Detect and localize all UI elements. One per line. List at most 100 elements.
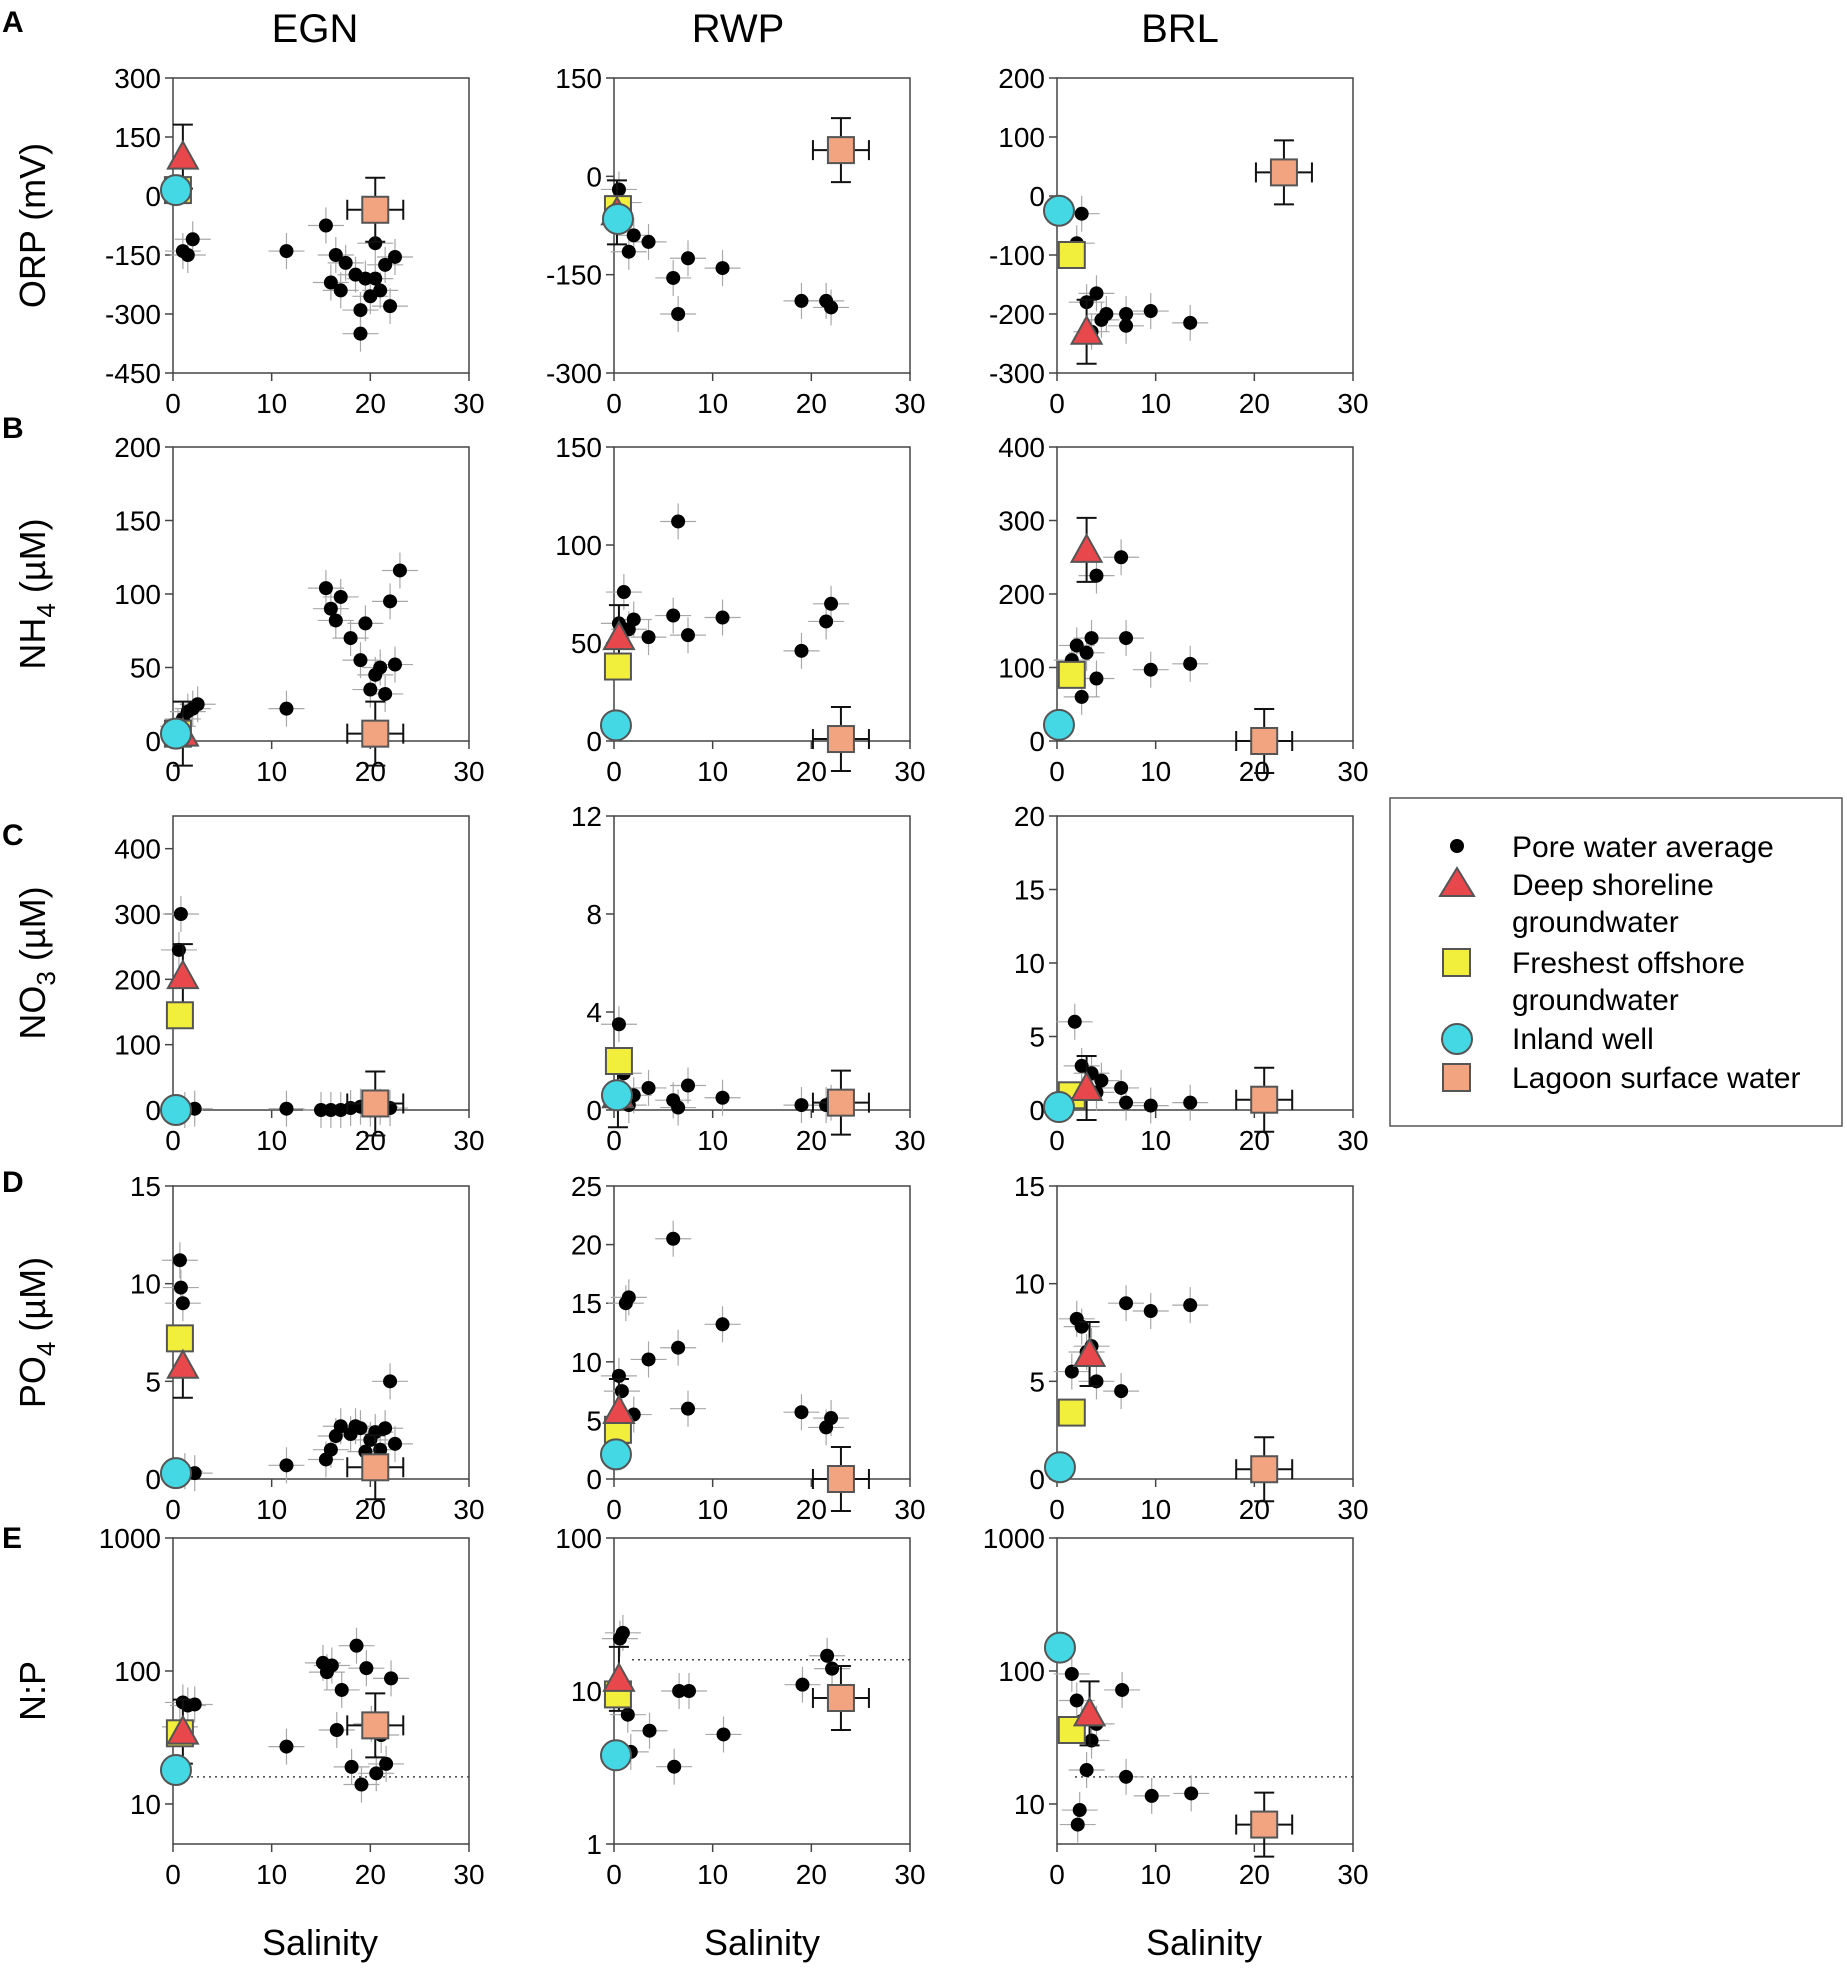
pore-water-point xyxy=(323,275,338,290)
column-title-rwp: RWP xyxy=(692,7,785,51)
y-tick-label: 12 xyxy=(571,801,602,832)
y-tick-label: 10 xyxy=(1014,1789,1045,1820)
y-tick-label: 8 xyxy=(586,899,602,930)
pore-water-point xyxy=(378,686,393,701)
lagoon-surface-marker xyxy=(1250,1455,1279,1484)
y-tick-label: 0 xyxy=(145,1464,161,1495)
x-tick-label: 20 xyxy=(796,756,827,787)
pore-water-point xyxy=(175,1296,190,1311)
plot-frame xyxy=(613,77,911,374)
lagoon-surface-marker xyxy=(1250,1085,1279,1114)
plot-frame xyxy=(1056,446,1354,742)
row-letter-b: B xyxy=(2,412,24,445)
x-tick-label: 30 xyxy=(1337,1125,1368,1156)
y-tick-label: 4 xyxy=(586,997,602,1028)
pore-water-point xyxy=(681,1078,695,1093)
plot-frame xyxy=(172,1185,470,1480)
pore-water-point xyxy=(819,614,834,629)
pore-water-point xyxy=(1119,631,1134,646)
deep-shoreline-marker xyxy=(1069,314,1104,345)
pore-water-point xyxy=(1074,689,1089,704)
row-letter-c: C xyxy=(2,819,24,852)
pore-water-point xyxy=(343,631,358,646)
y-tick-label: 0 xyxy=(145,1095,161,1126)
y-tick-label: 100 xyxy=(998,122,1045,153)
pore-water-point xyxy=(318,218,333,233)
y-tick-label: 400 xyxy=(998,432,1045,463)
plot-frame xyxy=(613,1537,911,1845)
legend-lagoon-marker xyxy=(1442,1063,1471,1092)
x-tick-label: 0 xyxy=(1049,1125,1065,1156)
pore-water-point xyxy=(358,271,373,286)
deep-shoreline-marker xyxy=(1069,532,1104,563)
pore-water-point xyxy=(621,1290,636,1305)
panel-e-rwp: 100 10 10 10 20 30 xyxy=(555,1523,925,1890)
x-tick-label: 10 xyxy=(697,1125,728,1156)
pore-water-point xyxy=(715,1090,730,1105)
x-tick-label: 20 xyxy=(1239,1494,1270,1525)
y-tick-label: 0 xyxy=(586,161,602,192)
panel-b-rwp: 150 100 50 00 10 20 30 xyxy=(555,432,925,787)
y-tick-label: 0 xyxy=(586,1464,602,1495)
pore-water-point xyxy=(666,270,681,285)
legend-pore-marker xyxy=(1450,839,1464,853)
y-tick-label: -100 xyxy=(989,240,1045,271)
pore-water-point xyxy=(1084,1733,1099,1748)
pore-water-point xyxy=(671,1100,686,1115)
pore-water-point xyxy=(794,1405,809,1420)
lagoon-surface-marker xyxy=(826,136,855,165)
pore-water-point xyxy=(1089,286,1104,301)
legend-deep-marker xyxy=(1438,866,1476,897)
y-tick-label: 10 xyxy=(130,1269,161,1300)
y-tick-label: 100 xyxy=(114,579,161,610)
pore-water-point xyxy=(681,251,695,266)
x-tick-label: 10 xyxy=(1140,388,1171,419)
y-tick-label: 1000 xyxy=(983,1523,1045,1554)
y-tick-label: 300 xyxy=(114,899,161,930)
inland-well-marker xyxy=(599,709,632,742)
y-tick-label: 100 xyxy=(555,530,602,561)
pore-water-point xyxy=(794,643,809,658)
x-tick-label: 20 xyxy=(796,1125,827,1156)
x-tick-label: 30 xyxy=(1337,388,1368,419)
pore-water-point xyxy=(820,1648,835,1663)
column-title-egn: EGN xyxy=(272,7,359,51)
lagoon-surface-marker xyxy=(361,1089,390,1118)
x-tick-label: 0 xyxy=(606,1125,622,1156)
pore-water-point xyxy=(1183,1095,1198,1110)
inland-well-marker xyxy=(1042,1091,1075,1124)
lagoon-surface-marker xyxy=(826,1684,855,1713)
x-tick-label: 10 xyxy=(697,756,728,787)
pore-water-point xyxy=(794,1098,809,1113)
y-tick-label: 15 xyxy=(1014,1171,1045,1202)
x-tick-label: 10 xyxy=(256,1494,287,1525)
pore-water-point xyxy=(1079,645,1094,660)
y-tick-label: 200 xyxy=(114,964,161,995)
pore-water-point xyxy=(1074,1319,1089,1334)
pore-water-point xyxy=(333,589,348,604)
pore-water-point xyxy=(614,1384,629,1399)
x-tick-label: 0 xyxy=(1049,388,1065,419)
y-tick-label: 10 xyxy=(130,1789,161,1820)
pore-water-point xyxy=(672,1684,687,1698)
pore-water-point xyxy=(378,1421,393,1436)
pore-water-point xyxy=(1064,1364,1079,1379)
inland-well-marker xyxy=(1043,1631,1076,1664)
y-tick-label: -450 xyxy=(105,358,161,389)
pore-water-point xyxy=(344,1759,359,1774)
y-tick-label: 10 xyxy=(1014,948,1045,979)
pore-water-point xyxy=(1069,638,1084,653)
row-letter-e: E xyxy=(2,1522,22,1555)
pore-water-point xyxy=(1119,1095,1134,1110)
lagoon-surface-marker xyxy=(1250,727,1279,755)
freshest-offshore-marker xyxy=(1057,241,1086,269)
pore-water-point xyxy=(353,326,368,341)
pore-water-point xyxy=(373,283,388,298)
pore-water-point xyxy=(388,249,402,264)
y-tick-label: 100 xyxy=(998,1656,1045,1687)
legend-lagoon-label: Lagoon surface water xyxy=(1512,1062,1801,1095)
x-tick-label: 10 xyxy=(256,756,287,787)
pore-water-point xyxy=(1183,656,1198,671)
x-tick-label: 0 xyxy=(1049,1494,1065,1525)
